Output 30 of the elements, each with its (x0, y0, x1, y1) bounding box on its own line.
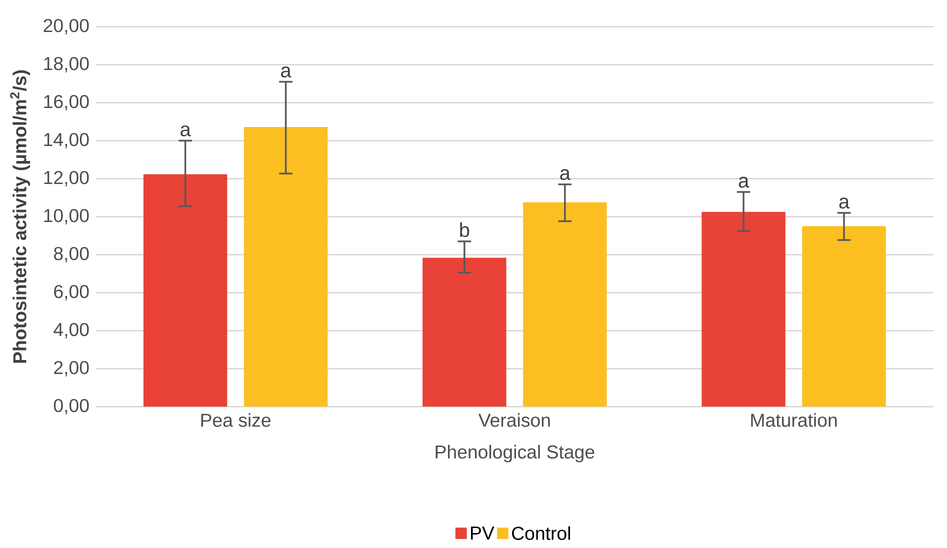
data-label: b (460, 222, 470, 238)
x-tick-label: Maturation (751, 413, 837, 427)
data-label: a (560, 169, 570, 180)
y-tick-label: 0,00 (54, 398, 89, 414)
data-label: a (738, 176, 750, 188)
bar (244, 127, 328, 407)
y-tick-label: 2,00 (54, 360, 89, 376)
y-tick-label: 18,00 (44, 56, 89, 72)
data-label: a (180, 125, 191, 136)
y-tick-label: 8,00 (54, 246, 89, 262)
data-label: a (281, 66, 292, 78)
data-label: a (839, 198, 850, 209)
x-axis-title: Phenological Stage (436, 444, 594, 462)
y-tick-label: 12,00 (44, 170, 89, 186)
bar (702, 212, 786, 407)
y-tick-label: 16,00 (44, 94, 89, 110)
bar (143, 174, 228, 407)
legend-label: Control (512, 526, 570, 540)
bar (523, 202, 607, 407)
y-tick-label: 4,00 (54, 322, 89, 338)
bar (422, 258, 506, 407)
y-tick-label: 14,00 (44, 132, 89, 148)
x-tick-label: Veraison (478, 413, 550, 427)
y-tick-label: 6,00 (54, 284, 89, 300)
y-axis-title: Photosintetic activity (µmol/m$^{2}$/s) (10, 70, 30, 363)
bar (802, 226, 886, 407)
legend-label: PV (470, 526, 494, 540)
x-tick-label: Pea size (201, 413, 271, 427)
y-tick-label: 20,00 (44, 18, 89, 34)
y-tick-label: 10,00 (44, 208, 89, 224)
